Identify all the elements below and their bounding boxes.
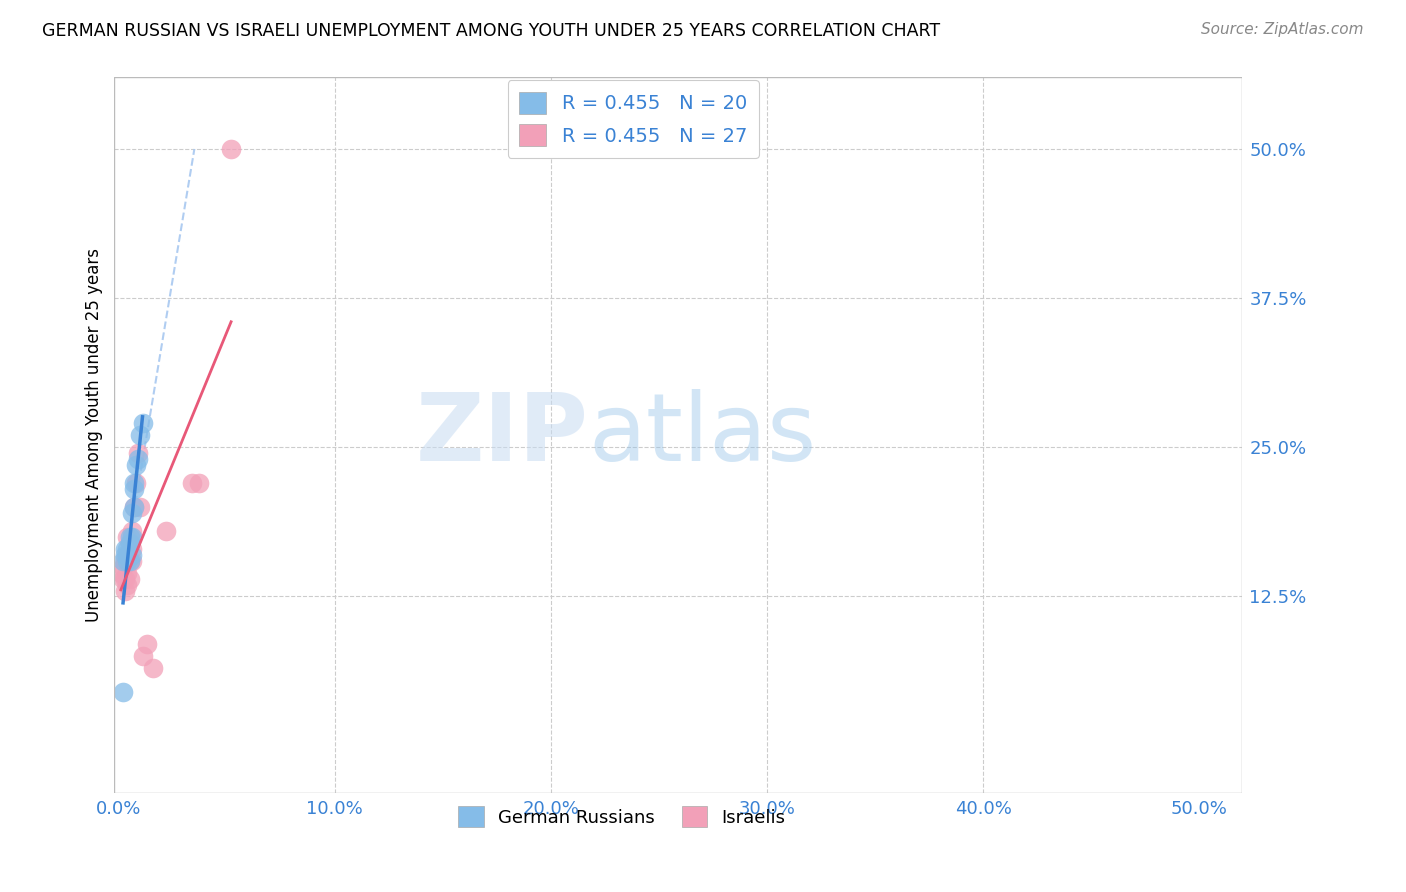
Text: Source: ZipAtlas.com: Source: ZipAtlas.com <box>1201 22 1364 37</box>
Point <box>122 476 145 491</box>
Point <box>118 554 141 568</box>
Point <box>121 548 143 562</box>
Point <box>122 500 145 514</box>
Point <box>117 554 139 568</box>
Point <box>131 417 153 431</box>
Point <box>118 530 141 544</box>
Legend: German Russians, Israelis: German Russians, Israelis <box>451 799 793 834</box>
Text: ZIP: ZIP <box>415 390 588 482</box>
Point <box>135 637 157 651</box>
Point <box>114 572 136 586</box>
Point <box>121 524 143 538</box>
Point <box>117 577 139 591</box>
Point <box>187 476 209 491</box>
Point <box>110 566 132 580</box>
Text: atlas: atlas <box>588 390 817 482</box>
Point <box>127 452 149 467</box>
Point <box>181 476 204 491</box>
Point <box>155 524 177 538</box>
Point <box>114 554 136 568</box>
Point <box>117 530 139 544</box>
Point <box>118 535 141 549</box>
Point <box>121 554 143 568</box>
Point <box>131 649 153 664</box>
Point <box>114 548 136 562</box>
Point <box>219 142 242 156</box>
Point <box>121 506 143 520</box>
Point <box>121 530 143 544</box>
Point <box>114 541 136 556</box>
Point <box>117 566 139 580</box>
Point <box>117 541 139 556</box>
Text: GERMAN RUSSIAN VS ISRAELI UNEMPLOYMENT AMONG YOUTH UNDER 25 YEARS CORRELATION CH: GERMAN RUSSIAN VS ISRAELI UNEMPLOYMENT A… <box>42 22 941 40</box>
Point <box>118 535 141 549</box>
Point <box>118 572 141 586</box>
Point <box>127 446 149 460</box>
Point <box>117 548 139 562</box>
Point <box>129 500 152 514</box>
Point <box>122 482 145 496</box>
Point <box>112 554 135 568</box>
Point <box>117 548 139 562</box>
Point <box>114 583 136 598</box>
Point <box>142 661 165 675</box>
Point <box>125 476 148 491</box>
Point <box>118 554 141 568</box>
Point <box>112 559 135 574</box>
Point <box>122 500 145 514</box>
Point <box>129 428 152 442</box>
Y-axis label: Unemployment Among Youth under 25 years: Unemployment Among Youth under 25 years <box>86 248 103 623</box>
Point <box>125 458 148 473</box>
Point <box>112 685 135 699</box>
Point <box>112 572 135 586</box>
Point <box>121 541 143 556</box>
